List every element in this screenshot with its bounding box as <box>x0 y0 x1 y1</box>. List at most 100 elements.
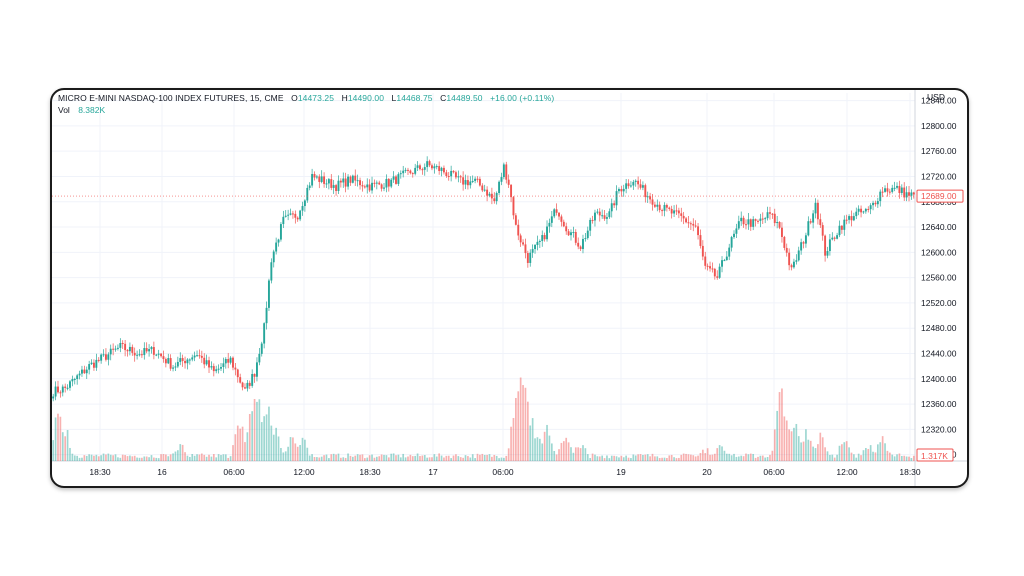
volume-bar <box>268 406 270 461</box>
volume-bar <box>165 454 167 461</box>
candle-body <box>754 219 757 221</box>
candle-body <box>526 253 529 263</box>
candle-body <box>507 179 510 185</box>
volume-bar <box>740 455 743 461</box>
symbol-name[interactable]: MICRO E-MINI NASDAQ-100 INDEX FUTURES, 1… <box>58 93 284 103</box>
candle-body <box>795 260 798 262</box>
volume-bar <box>227 457 230 461</box>
volume-bar <box>522 385 524 461</box>
candle-body <box>670 208 673 214</box>
volume-bar <box>565 437 568 461</box>
candle-body <box>821 225 824 236</box>
symbol-legend[interactable]: MICRO E-MINI NASDAQ-100 INDEX FUTURES, 1… <box>58 93 554 103</box>
y-tick-label: 12400.00 <box>921 374 957 384</box>
volume-bar <box>467 456 469 461</box>
volume-bar <box>881 436 884 461</box>
y-tick-label: 12320.00 <box>921 424 957 434</box>
volume-bar <box>109 454 112 461</box>
volume-bar <box>622 457 625 461</box>
candle-body <box>344 178 347 187</box>
volume-bar <box>886 450 889 461</box>
volume-bar <box>503 457 505 461</box>
volume-bar <box>550 443 553 461</box>
price-chart[interactable]: 12840.0012800.0012760.0012720.0012680.00… <box>52 90 967 486</box>
candle-body <box>761 218 764 220</box>
candle-body <box>421 169 424 171</box>
volume-bar <box>145 456 148 461</box>
volume-bar <box>646 454 649 461</box>
volume-bar <box>121 454 124 461</box>
volume-bar <box>654 456 656 461</box>
currency-label[interactable]: USD <box>927 92 945 102</box>
candle-body <box>116 347 119 349</box>
volume-bar <box>668 455 671 461</box>
candle-body <box>792 261 795 268</box>
volume-bar <box>133 455 136 461</box>
volume-bar <box>409 454 412 461</box>
volume-bar <box>759 455 762 461</box>
volume-bar <box>435 456 438 461</box>
volume-bar <box>244 442 246 461</box>
candle-body <box>831 237 834 240</box>
volume-bar <box>608 458 611 461</box>
candle-body <box>785 247 788 253</box>
candle-body <box>349 176 352 183</box>
volume-bar <box>438 453 440 461</box>
candle-body <box>303 200 306 207</box>
candle-body <box>665 204 668 208</box>
volume-bar <box>903 455 906 461</box>
volume-bar <box>66 430 69 461</box>
candle-body <box>301 206 304 211</box>
volume-bar <box>673 457 675 461</box>
volume-bar <box>493 454 496 461</box>
volume-bar <box>311 454 313 461</box>
volume-bar <box>845 441 848 461</box>
candle-body <box>898 185 901 194</box>
volume-bar <box>450 458 452 461</box>
candle-body <box>73 378 76 380</box>
volume-bar <box>193 455 196 461</box>
volume-bar <box>52 440 55 461</box>
candle-body <box>361 185 364 187</box>
volume-bar <box>433 454 436 461</box>
candle-body <box>347 176 350 187</box>
volume-bar <box>781 388 783 461</box>
candle-body <box>294 213 297 218</box>
volume-bar <box>241 426 244 461</box>
candle-body <box>426 161 429 168</box>
candle-body <box>387 178 390 187</box>
volume-bar <box>737 456 740 461</box>
candle-body <box>325 183 328 185</box>
volume-bar <box>598 456 601 461</box>
volume-bar <box>95 454 98 461</box>
candle-body <box>342 178 345 183</box>
volume-bar <box>224 454 227 461</box>
candle-body <box>620 189 623 192</box>
candle-body <box>809 221 812 223</box>
candle-body <box>148 349 151 352</box>
candle-body <box>908 192 910 196</box>
volume-bar <box>260 422 263 461</box>
y-tick-label: 12560.00 <box>921 273 957 283</box>
volume-bar <box>723 450 726 461</box>
candle-body <box>641 185 644 188</box>
candle-body <box>550 216 553 223</box>
volume-bar <box>867 448 870 461</box>
candle-body <box>773 213 776 224</box>
volume-bar <box>179 444 182 461</box>
candle-body <box>363 186 366 188</box>
candle-body <box>766 212 769 219</box>
volume-bar <box>385 455 388 461</box>
volume-legend[interactable]: Vol 8.382K <box>58 105 105 115</box>
volume-bar <box>330 454 333 461</box>
candle-body <box>222 363 225 368</box>
volume-bar <box>426 457 429 461</box>
x-tick-label: 06:00 <box>492 467 514 477</box>
volume-bar <box>462 457 464 461</box>
candle-body <box>59 392 62 394</box>
volume-bar <box>421 455 424 461</box>
candle-body <box>816 202 819 220</box>
volume-bar <box>507 448 510 461</box>
candle-body <box>709 266 711 269</box>
x-tick-label: 06:00 <box>763 467 785 477</box>
